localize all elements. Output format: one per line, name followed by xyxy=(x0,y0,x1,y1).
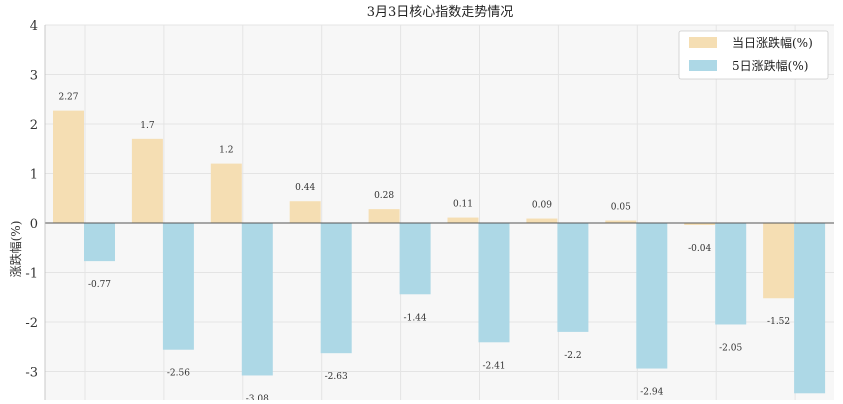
y-tick-label: -1 xyxy=(25,267,38,282)
bar-daily-change xyxy=(526,218,558,223)
data-label-5day: -2.63 xyxy=(325,372,348,382)
data-label-5day: -2.56 xyxy=(167,369,190,379)
data-label-daily: 0.09 xyxy=(532,201,552,211)
bar-daily-change xyxy=(684,223,716,225)
bar-daily-change xyxy=(131,138,163,223)
data-label-5day: -2.05 xyxy=(719,343,742,353)
data-label-daily: 0.11 xyxy=(453,200,473,210)
bar-daily-change xyxy=(447,217,479,223)
y-tick-label: 3 xyxy=(30,69,38,84)
legend: 当日涨跌幅(%) 5日涨跌幅(%) xyxy=(678,30,829,80)
bar-5day-change xyxy=(162,223,194,350)
bar-5day-change xyxy=(320,223,352,354)
bar-5day-change xyxy=(241,223,273,376)
chart-title: 3月3日核心指数走势情况 xyxy=(367,4,514,20)
y-tick-label: 0 xyxy=(30,217,38,232)
y-tick-label: 1 xyxy=(30,168,38,183)
y-tick-label: 4 xyxy=(30,19,38,34)
data-label-5day: -2.94 xyxy=(640,388,663,398)
bar-daily-change xyxy=(53,110,84,223)
data-label-5day: -0.77 xyxy=(88,280,111,290)
y-axis-label: 涨跌幅(%) xyxy=(8,221,23,278)
legend-swatch-5day xyxy=(689,60,717,71)
bar-5day-change xyxy=(478,223,510,343)
y-tick-label: 2 xyxy=(30,118,38,133)
bar-daily-change xyxy=(289,201,321,223)
data-label-5day: -2.2 xyxy=(564,351,581,361)
bar-daily-change xyxy=(763,223,795,299)
bar-5day-change xyxy=(557,223,589,332)
data-label-daily: 0.44 xyxy=(295,183,315,193)
bars-group xyxy=(53,110,826,394)
data-label-daily: 0.05 xyxy=(611,203,631,213)
legend-label-5day: 5日涨跌幅(%) xyxy=(732,58,808,73)
bar-5day-change xyxy=(715,223,747,325)
data-labels-group: 2.27 1.7 1.2 0.44 0.28 0.11 0.09 0.05 -0.04 -1.52… xyxy=(58,93,790,404)
y-tick-label: -2 xyxy=(25,316,38,331)
data-label-daily: 1.2 xyxy=(219,146,233,156)
legend-swatch-daily xyxy=(689,37,717,48)
bar-5day-change xyxy=(399,223,431,295)
data-label-5day: -2.41 xyxy=(482,361,505,371)
bar-daily-change xyxy=(368,209,400,223)
bar-daily-change xyxy=(210,163,242,223)
y-tick-label: -3 xyxy=(25,366,38,381)
data-label-daily: -0.04 xyxy=(688,244,711,254)
data-label-5day: -3.08 xyxy=(246,394,269,400)
data-label-daily: 1.7 xyxy=(140,121,155,131)
data-label-daily: -1.52 xyxy=(767,317,790,327)
bar-5day-change xyxy=(636,223,668,369)
bar-daily-change xyxy=(605,220,637,223)
legend-label-daily: 当日涨跌幅(%) xyxy=(732,35,813,50)
y-tick-labels: 4 3 2 1 0 -1 -2 -3 xyxy=(25,19,38,381)
data-label-5day: -1.44 xyxy=(404,313,427,323)
bar-5day-change xyxy=(794,223,826,394)
bar-5day-change xyxy=(84,223,115,262)
data-label-daily: 2.27 xyxy=(58,93,78,103)
data-label-daily: 0.28 xyxy=(374,191,394,201)
